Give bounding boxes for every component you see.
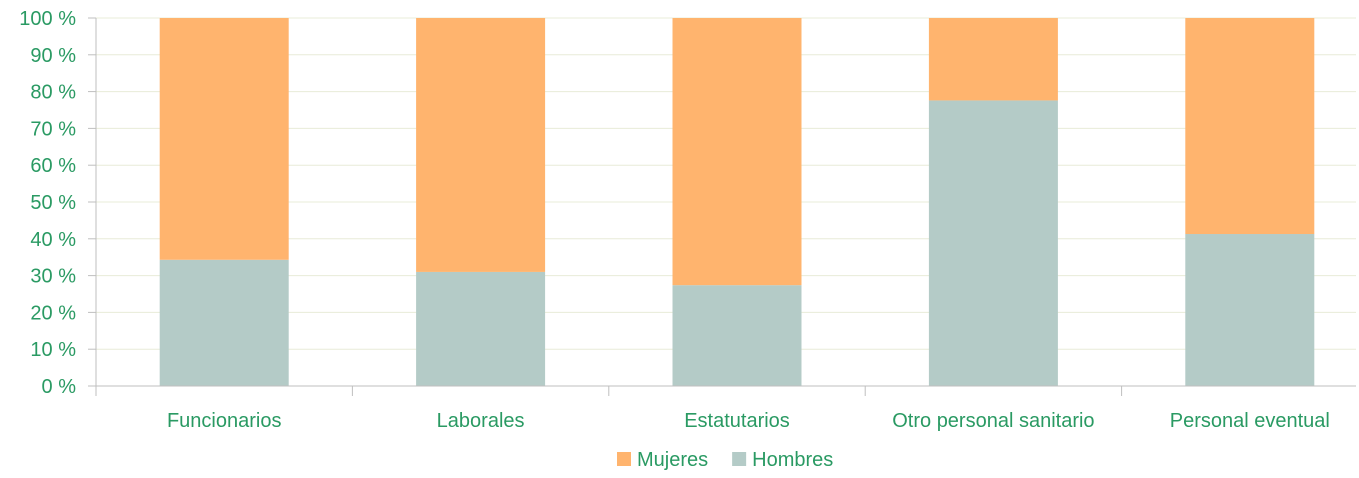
bar-hombres-4 [928,100,1058,386]
y-axis-tick-labels: 0 % 10 % 20 % 30 % 40 % 50 % 60 % 70 % 80 % 90 % 1… [19,8,76,398]
y-tick-label: 100 % [19,8,76,30]
legend-label-hombres: Hombres [752,449,833,471]
y-tick-label: 30 % [30,266,76,288]
y-tick-label: 10 % [30,339,76,361]
bar-mujeres-1 [159,18,289,260]
x-tick-label: Funcionarios [167,410,282,432]
y-tick-label: 70 % [30,118,76,140]
legend-swatch-hombres [732,452,747,466]
bars [159,18,1315,386]
legend-swatch-mujeres [617,452,631,466]
bar-hombres-1 [159,259,289,386]
bar-mujeres-5 [1185,18,1315,235]
y-tick-label: 50 % [30,192,76,214]
bar-hombres-5 [1185,234,1315,386]
bar-hombres-3 [672,285,802,386]
y-tick-label: 80 % [30,82,76,104]
legend-label-mujeres: Mujeres [637,449,708,471]
bar-mujeres-3 [672,18,802,286]
legend: Mujeres Hombres [617,449,833,471]
bar-hombres-2 [416,271,546,386]
x-tick-label: Estatutarios [684,410,790,432]
y-tick-label: 40 % [30,229,76,251]
y-tick-label: 90 % [30,45,76,67]
bar-mujeres-2 [416,18,546,272]
x-tick-label: Personal eventual [1170,410,1330,432]
x-tick-label: Laborales [437,410,525,432]
y-tick-label: 60 % [30,155,76,177]
x-axis-tick-labels: Funcionarios Laborales Estatutarios Otro pe… [167,410,1330,432]
y-tick-label: 20 % [30,302,76,324]
x-tick-label: Otro personal sanitario [892,410,1094,432]
axes [88,17,1356,396]
bar-mujeres-4 [928,18,1058,101]
y-tick-label: 0 % [42,376,77,398]
